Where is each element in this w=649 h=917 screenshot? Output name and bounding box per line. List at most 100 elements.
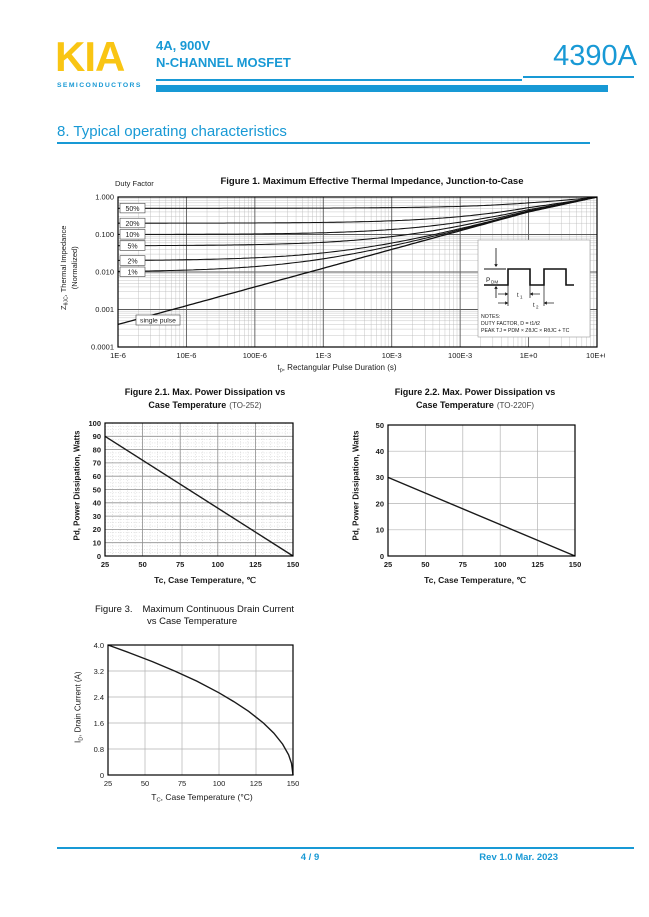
x-tick: 25 (104, 779, 112, 788)
figure1-legend-title: Duty Factor (115, 179, 154, 188)
pulse-waveform (484, 268, 574, 286)
fig1-inset-note: DUTY FACTOR, D = t1/t2 (481, 321, 540, 327)
x-tick: 150 (287, 779, 300, 788)
logo-subtitle: SEMICONDUCTORS (57, 82, 142, 89)
y-tick: 0 (380, 552, 384, 561)
figure2-2-title: Figure 2.2. Max. Power Dissipation vs Ca… (394, 387, 556, 410)
y-tick: 1.6 (94, 719, 104, 728)
x-tick: 75 (459, 560, 467, 569)
figure2-2-chart: 25 50 75 100 125 150 0 10 20 30 40 50 (376, 421, 582, 569)
figure1-y-axis-label: ZθJC, Thermal Impedance (Normalized) (59, 225, 79, 310)
figure2-2-package: (TO-220F) (496, 400, 535, 410)
y-tick: 2.4 (94, 693, 104, 702)
figure2-1-y-axis-label: Pd, Power Dissipation, Watts (72, 430, 82, 541)
fig1-inset-note: NOTES: (481, 314, 500, 320)
fig1-y-tick: 0.100 (95, 230, 114, 239)
figure2-2-x-axis-label: Tc, Case Temperature, ℃ (424, 575, 526, 585)
svg-text:50%: 50% (125, 206, 139, 213)
y-tick: 90 (93, 432, 101, 441)
single-pulse-label: single pulse (135, 314, 181, 326)
duty-label-2%: 2% (119, 255, 146, 266)
svg-text:P: P (486, 277, 490, 284)
fig1-x-tick: 10E-3 (382, 351, 402, 360)
section-title: 8. Typical operating characteristics (57, 123, 287, 140)
y-tick: 40 (376, 447, 384, 456)
figure3-title: Figure 3. Maximum Continuous Drain Curren… (95, 604, 295, 615)
fig1-x-tick: 1E-6 (110, 351, 126, 360)
duty-curve-20% (118, 196, 598, 224)
part-number: 4390A (553, 40, 637, 72)
fig1-y-tick: 0.001 (95, 305, 114, 314)
duty-label-50%: 50% (119, 202, 146, 214)
figure2-1-chart: 25 50 75 100 125 150 0 10 20 30 40 50 60 70 80 90 100 (88, 419, 300, 569)
y-tick: 40 (93, 499, 101, 508)
y-tick: 3.2 (94, 667, 104, 676)
y-tick: 0.8 (94, 745, 104, 754)
max-power-dissipation (387, 476, 576, 557)
figure3-title-line2: vs Case Temperature (147, 616, 238, 627)
svg-text:20%: 20% (125, 221, 139, 228)
fig1-x-tick: 1E+0 (520, 351, 538, 360)
section-underline (57, 142, 590, 144)
y-tick: 0 (100, 771, 104, 780)
fig1-y-tick: 0.0001 (91, 343, 114, 352)
fig1-x-tick: 10E+0 (586, 351, 605, 360)
svg-text:5%: 5% (127, 243, 137, 250)
figure3-x-axis-label: TC, Case Temperature (°C) (151, 792, 253, 804)
figure1-title: Figure 1. Maximum Effective Thermal Impe… (220, 176, 524, 187)
x-tick: 150 (569, 560, 582, 569)
duty-curve-1% (117, 196, 598, 272)
y-tick: 0 (97, 552, 101, 561)
fig1-inset-note: PEAK TJ = PDM × ZθJC × RθJC + TC (481, 328, 570, 334)
x-tick: 125 (531, 560, 544, 569)
fig1-x-tick: 100E-6 (243, 351, 267, 360)
svg-text:1: 1 (520, 295, 523, 300)
y-tick: 70 (93, 459, 101, 468)
y-tick: 4.0 (94, 641, 104, 650)
duty-label-5%: 5% (119, 240, 146, 251)
svg-text:t: t (517, 293, 519, 299)
figure2-1-title: Figure 2.1. Max. Power Dissipation vs Ca… (124, 387, 286, 410)
x-tick: 50 (141, 779, 149, 788)
figure3-y-axis-label: ID, Drain Current (A) (73, 671, 85, 744)
device-rating: 4A, 900V (156, 38, 211, 53)
x-tick: 100 (213, 779, 226, 788)
figure2-1-block: Figure 2.1. Max. Power Dissipation vs Ca… (57, 386, 357, 606)
max-drain-current (107, 644, 294, 776)
fig1-x-tick: 1E-3 (315, 351, 331, 360)
footer-rule (57, 847, 634, 849)
figure3-block: Figure 3. Maximum Continuous Drain Curren… (57, 598, 357, 828)
fig1-y-tick: 1.000 (95, 193, 114, 202)
figure1-x-axis-label: tp, Rectangular Pulse Duration (s) (277, 363, 397, 374)
y-tick: 30 (376, 473, 384, 482)
fig1-x-tick: 10E-6 (176, 351, 196, 360)
duty-label-1%: 1% (119, 266, 146, 277)
svg-text:10%: 10% (125, 232, 139, 239)
y-tick: 20 (93, 525, 101, 534)
header-rule-thin-right (523, 76, 634, 78)
y-tick: 30 (93, 512, 101, 521)
svg-text:2: 2 (536, 305, 539, 310)
x-tick: 150 (287, 560, 300, 569)
figure2-2-y-axis-label: Pd, Power Dissipation, Watts (351, 430, 361, 541)
figure3-chart: 25 50 75 100 125 150 0 0.8 1.6 2.4 3.2 4.0 (94, 641, 300, 788)
y-tick: 100 (88, 419, 101, 428)
max-power-dissipation (104, 435, 294, 557)
svg-text:DM: DM (491, 280, 498, 285)
duty-label-20%: 20% (119, 217, 146, 229)
y-tick: 10 (376, 526, 384, 535)
x-tick: 100 (212, 560, 225, 569)
figure2-1-x-axis-label: Tc, Case Temperature, ℃ (154, 575, 256, 585)
x-tick: 125 (249, 560, 262, 569)
figure2-1-package: (TO-252) (229, 400, 262, 410)
kia-logo: KIA (55, 33, 125, 80)
figure1-chart: 50% 20% 10% 5% 2% 1% single pulse 1E-6 10E-6 100E… (91, 193, 605, 361)
header-rule-thin-left (156, 79, 522, 81)
x-tick: 75 (178, 779, 186, 788)
duty-factor-curves (117, 196, 598, 326)
svg-text:2%: 2% (127, 258, 137, 265)
footer-revision: Rev 1.0 Mar. 2023 (479, 852, 558, 863)
duty-curve-5% (118, 196, 598, 247)
duty-label-10%: 10% (119, 229, 146, 240)
